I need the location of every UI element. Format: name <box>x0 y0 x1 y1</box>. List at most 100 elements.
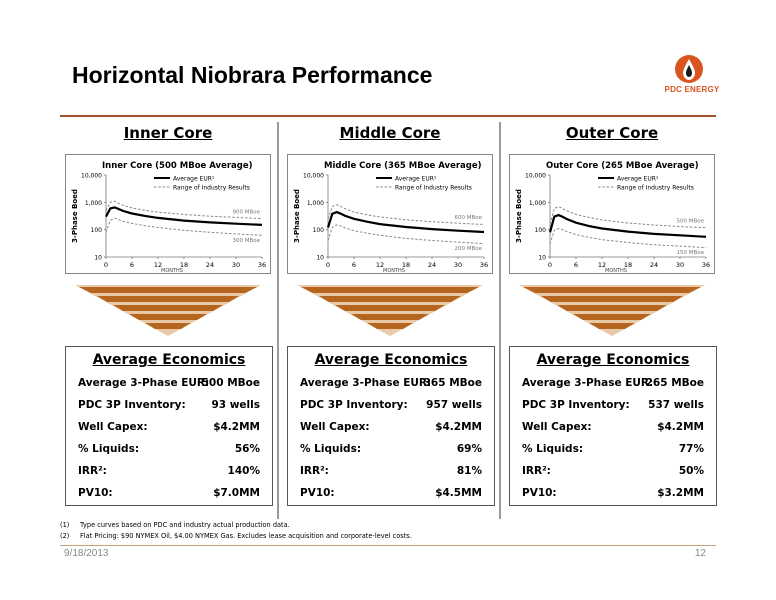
legend-label: Range of Industry Results <box>173 185 250 192</box>
chart-title: Outer Core (265 MBoe Average) <box>546 161 699 171</box>
metric-value: 69% <box>456 443 482 455</box>
series-line-average <box>105 206 263 226</box>
x-tick-label: 24 <box>650 261 658 269</box>
economics-row: Well Capex: $4.2MM <box>78 421 260 437</box>
formation-wedge-svg <box>75 285 261 336</box>
x-tick-label: 36 <box>480 261 488 269</box>
metric-value: 265 MBoe <box>645 377 704 389</box>
y-tick-label: 10 <box>316 255 324 262</box>
x-tick-label: 6 <box>574 261 578 269</box>
column-heading-inner-core: Inner Core <box>123 124 213 142</box>
x-tick-label: 24 <box>428 261 436 269</box>
x-axis-label: MONTHS <box>605 268 627 274</box>
economics-panel-outer: Average Economics Average 3-Phase EUR: 26… <box>509 346 717 506</box>
legend-label: Average EUR¹ <box>395 176 437 183</box>
economics-row: Average 3-Phase EUR: 265 MBoe <box>522 377 704 393</box>
metric-value: 77% <box>678 443 704 455</box>
metric-value: 140% <box>227 465 260 477</box>
footnote-text: Type curves based on PDC and industry ac… <box>80 521 290 529</box>
range-annotation-low: 200 MBoe <box>454 246 482 252</box>
y-tick-label: 10,000 <box>525 173 546 180</box>
metric-label: % Liquids: <box>300 443 362 455</box>
x-tick-label: 0 <box>548 261 552 269</box>
range-annotation-high: 600 MBoe <box>454 215 482 221</box>
economics-row: IRR²: 50% <box>522 465 704 481</box>
y-tick-label: 1,000 <box>529 200 546 207</box>
y-tick-label: 100 <box>313 227 325 234</box>
type-curve-chart-svg: Outer Core (265 MBoe Average) 10 100 1,000 1… <box>515 161 710 274</box>
x-tick-label: 24 <box>206 261 214 269</box>
column-divider <box>277 122 279 519</box>
y-tick-label: 1,000 <box>85 200 102 207</box>
range-annotation-low: 300 MBoe <box>232 238 260 244</box>
formation-wedge-graphic <box>519 284 705 340</box>
metric-value: 50% <box>678 465 704 477</box>
economics-row: PV10: $3.2MM <box>522 487 704 503</box>
economics-row: Average 3-Phase EUR: 365 MBoe <box>300 377 482 393</box>
logo-wordmark: PDC ENERGY <box>664 85 720 94</box>
series-line-range <box>105 217 263 236</box>
x-tick-label: 6 <box>130 261 134 269</box>
range-annotation-low: 150 MBoe <box>676 250 704 256</box>
y-tick-label: 100 <box>535 227 547 234</box>
metric-value: 93 wells <box>211 399 260 411</box>
formation-wedge-graphic <box>297 284 483 340</box>
economics-row: % Liquids: 56% <box>78 443 260 459</box>
formation-wedge-svg <box>519 285 705 336</box>
metric-value: $4.5MM <box>435 487 482 499</box>
economics-title: Average Economics <box>314 352 468 368</box>
type-curve-chart-svg: Inner Core (500 MBoe Average) 10 100 1,000 1… <box>71 161 266 274</box>
x-tick-label: 18 <box>180 261 188 269</box>
slide-date: 9/18/2013 <box>64 548 109 559</box>
series-line-range <box>327 204 485 225</box>
metric-label: IRR²: <box>522 465 551 477</box>
metric-label: Well Capex: <box>522 421 592 433</box>
economics-row: PV10: $7.0MM <box>78 487 260 503</box>
column-heading-middle-core: Middle Core <box>339 124 441 142</box>
x-tick-label: 30 <box>676 261 684 269</box>
x-tick-label: 18 <box>624 261 632 269</box>
chart-title: Middle Core (365 MBoe Average) <box>324 161 482 171</box>
metric-value: 365 MBoe <box>423 377 482 389</box>
economics-row: % Liquids: 69% <box>300 443 482 459</box>
series-line-range <box>549 227 707 249</box>
economics-row: % Liquids: 77% <box>522 443 704 459</box>
economics-row: IRR²: 81% <box>300 465 482 481</box>
formation-wedge-svg <box>297 285 483 336</box>
metric-label: IRR²: <box>78 465 107 477</box>
y-tick-label: 10,000 <box>303 173 324 180</box>
x-axis-label: MONTHS <box>383 268 405 274</box>
column-heading-outer-core: Outer Core <box>565 124 659 142</box>
metric-value: 957 wells <box>426 399 482 411</box>
series-line-range <box>105 200 263 220</box>
metric-label: Average 3-Phase EUR: <box>300 377 432 389</box>
metric-value: 81% <box>456 465 482 477</box>
economics-row: PV10: $4.5MM <box>300 487 482 503</box>
economics-panel-inner: Average Economics Average 3-Phase EUR: 50… <box>65 346 273 506</box>
y-tick-label: 100 <box>91 227 103 234</box>
x-tick-label: 36 <box>702 261 710 269</box>
chart-title: Inner Core (500 MBoe Average) <box>102 161 253 171</box>
y-tick-label: 10 <box>94 255 102 262</box>
economics-row: PDC 3P Inventory: 957 wells <box>300 399 482 415</box>
x-tick-label: 36 <box>258 261 266 269</box>
type-curve-chart-svg: Middle Core (365 MBoe Average) 10 100 1,000… <box>293 161 488 274</box>
x-tick-label: 6 <box>352 261 356 269</box>
x-tick-label: 30 <box>232 261 240 269</box>
footnote-number: (2) <box>60 532 70 540</box>
column-divider <box>499 122 501 519</box>
economics-title: Average Economics <box>92 352 246 368</box>
type-curve-chart-outer: Outer Core (265 MBoe Average) 10 100 1,000 1… <box>509 154 715 274</box>
x-tick-label: 12 <box>376 261 384 269</box>
metric-value: $7.0MM <box>213 487 260 499</box>
y-tick-label: 10 <box>538 255 546 262</box>
metric-value: $3.2MM <box>657 487 704 499</box>
metric-label: % Liquids: <box>78 443 140 455</box>
range-annotation-high: 500 MBoe <box>676 219 704 225</box>
company-logo: PDC ENERGY <box>664 54 719 104</box>
y-tick-label: 10,000 <box>81 173 102 180</box>
type-curve-chart-middle: Middle Core (365 MBoe Average) 10 100 1,000… <box>287 154 493 274</box>
x-tick-label: 18 <box>402 261 410 269</box>
metric-label: PDC 3P Inventory: <box>522 399 630 411</box>
footer-divider <box>60 545 716 546</box>
